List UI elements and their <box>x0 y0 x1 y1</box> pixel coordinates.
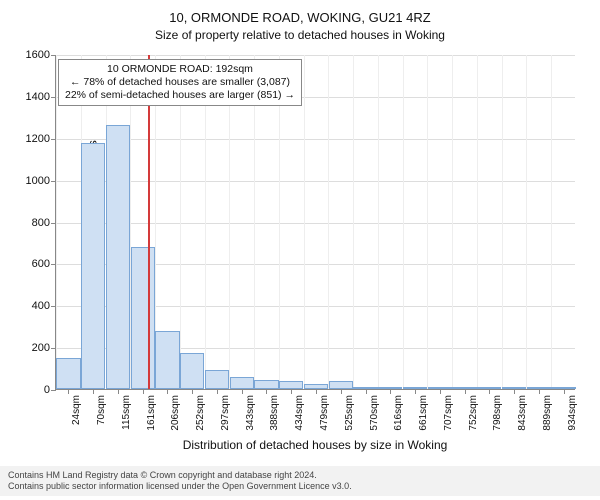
ytick-label: 1200 <box>26 133 50 145</box>
xtick-mark <box>514 389 515 394</box>
page-title: 10, ORMONDE ROAD, WOKING, GU21 4RZ <box>8 10 592 27</box>
xtick-label: 24sqm <box>71 395 82 425</box>
histogram-bar <box>180 353 204 389</box>
xtick-mark <box>118 389 119 394</box>
xtick-label: 206sqm <box>170 395 181 431</box>
ytick-label: 800 <box>32 217 50 229</box>
xtick-mark <box>68 389 69 394</box>
xtick-label: 570sqm <box>369 395 380 431</box>
grid-line-v <box>452 55 453 389</box>
grid-line-v <box>477 55 478 389</box>
plot-area: 0200400600800100012001400160024sqm70sqm1… <box>55 55 575 390</box>
histogram-bar <box>81 143 105 389</box>
grid-line-v <box>304 55 305 389</box>
xtick-label: 297sqm <box>220 395 231 431</box>
histogram-bar <box>230 377 254 389</box>
footer: Contains HM Land Registry data © Crown c… <box>0 466 600 497</box>
xtick-label: 616sqm <box>393 395 404 431</box>
xtick-label: 70sqm <box>96 395 107 425</box>
histogram-bar <box>254 380 278 389</box>
callout-line-1: 10 ORMONDE ROAD: 192sqm <box>65 63 295 76</box>
xtick-label: 889sqm <box>542 395 553 431</box>
xtick-label: 115sqm <box>121 395 132 430</box>
grid-line-v <box>427 55 428 389</box>
ytick-mark <box>51 390 56 391</box>
grid-line-v <box>502 55 503 389</box>
xtick-label: 934sqm <box>567 395 578 431</box>
ytick-label: 600 <box>32 258 50 270</box>
histogram-bar <box>155 331 179 389</box>
xtick-mark <box>539 389 540 394</box>
chart-container: 10, ORMONDE ROAD, WOKING, GU21 4RZ Size … <box>0 0 600 500</box>
xtick-label: 843sqm <box>517 395 528 431</box>
ytick-label: 0 <box>44 384 50 396</box>
xtick-mark <box>366 389 367 394</box>
grid-line-v <box>328 55 329 389</box>
grid-line-v <box>353 55 354 389</box>
xtick-label: 798sqm <box>492 395 503 431</box>
histogram-bar <box>56 358 80 389</box>
histogram-bar <box>329 381 353 389</box>
ytick-label: 400 <box>32 300 50 312</box>
histogram-bar <box>205 370 229 389</box>
xtick-mark <box>93 389 94 394</box>
xtick-mark <box>489 389 490 394</box>
callout-box: 10 ORMONDE ROAD: 192sqm ← 78% of detache… <box>58 59 302 106</box>
grid-line-v <box>378 55 379 389</box>
xtick-mark <box>440 389 441 394</box>
x-axis-label: Distribution of detached houses by size … <box>55 438 575 452</box>
grid-line-h <box>56 223 575 224</box>
grid-line-v <box>526 55 527 389</box>
xtick-mark <box>291 389 292 394</box>
grid-line-v <box>551 55 552 389</box>
xtick-mark <box>341 389 342 394</box>
xtick-mark <box>242 389 243 394</box>
callout-line-3: 22% of semi-detached houses are larger (… <box>65 89 295 102</box>
xtick-mark <box>316 389 317 394</box>
xtick-label: 388sqm <box>269 395 280 431</box>
ytick-label: 1000 <box>26 175 50 187</box>
histogram-bar <box>131 247 155 389</box>
xtick-label: 707sqm <box>443 395 454 431</box>
xtick-label: 434sqm <box>294 395 305 431</box>
xtick-label: 161sqm <box>146 395 157 431</box>
grid-line-h <box>56 55 575 56</box>
xtick-mark <box>564 389 565 394</box>
xtick-label: 525sqm <box>344 395 355 431</box>
footer-line-2: Contains public sector information licen… <box>8 481 592 492</box>
xtick-label: 752sqm <box>468 395 479 431</box>
ytick-label: 200 <box>32 342 50 354</box>
callout-line-2: ← 78% of detached houses are smaller (3,… <box>65 76 295 89</box>
xtick-mark <box>217 389 218 394</box>
xtick-label: 661sqm <box>418 395 429 431</box>
ytick-label: 1600 <box>26 49 50 61</box>
xtick-mark <box>143 389 144 394</box>
histogram-bar <box>279 381 303 389</box>
grid-line-v <box>56 55 57 389</box>
xtick-label: 479sqm <box>319 395 330 431</box>
xtick-mark <box>266 389 267 394</box>
xtick-mark <box>167 389 168 394</box>
xtick-mark <box>415 389 416 394</box>
xtick-mark <box>192 389 193 394</box>
footer-line-1: Contains HM Land Registry data © Crown c… <box>8 470 592 481</box>
grid-line-v <box>403 55 404 389</box>
xtick-label: 343sqm <box>245 395 256 431</box>
xtick-mark <box>390 389 391 394</box>
histogram-bar <box>106 125 130 389</box>
xtick-mark <box>465 389 466 394</box>
ytick-label: 1400 <box>26 91 50 103</box>
xtick-label: 252sqm <box>195 395 206 431</box>
grid-line-h <box>56 181 575 182</box>
grid-line-h <box>56 139 575 140</box>
page-subtitle: Size of property relative to detached ho… <box>8 28 592 42</box>
